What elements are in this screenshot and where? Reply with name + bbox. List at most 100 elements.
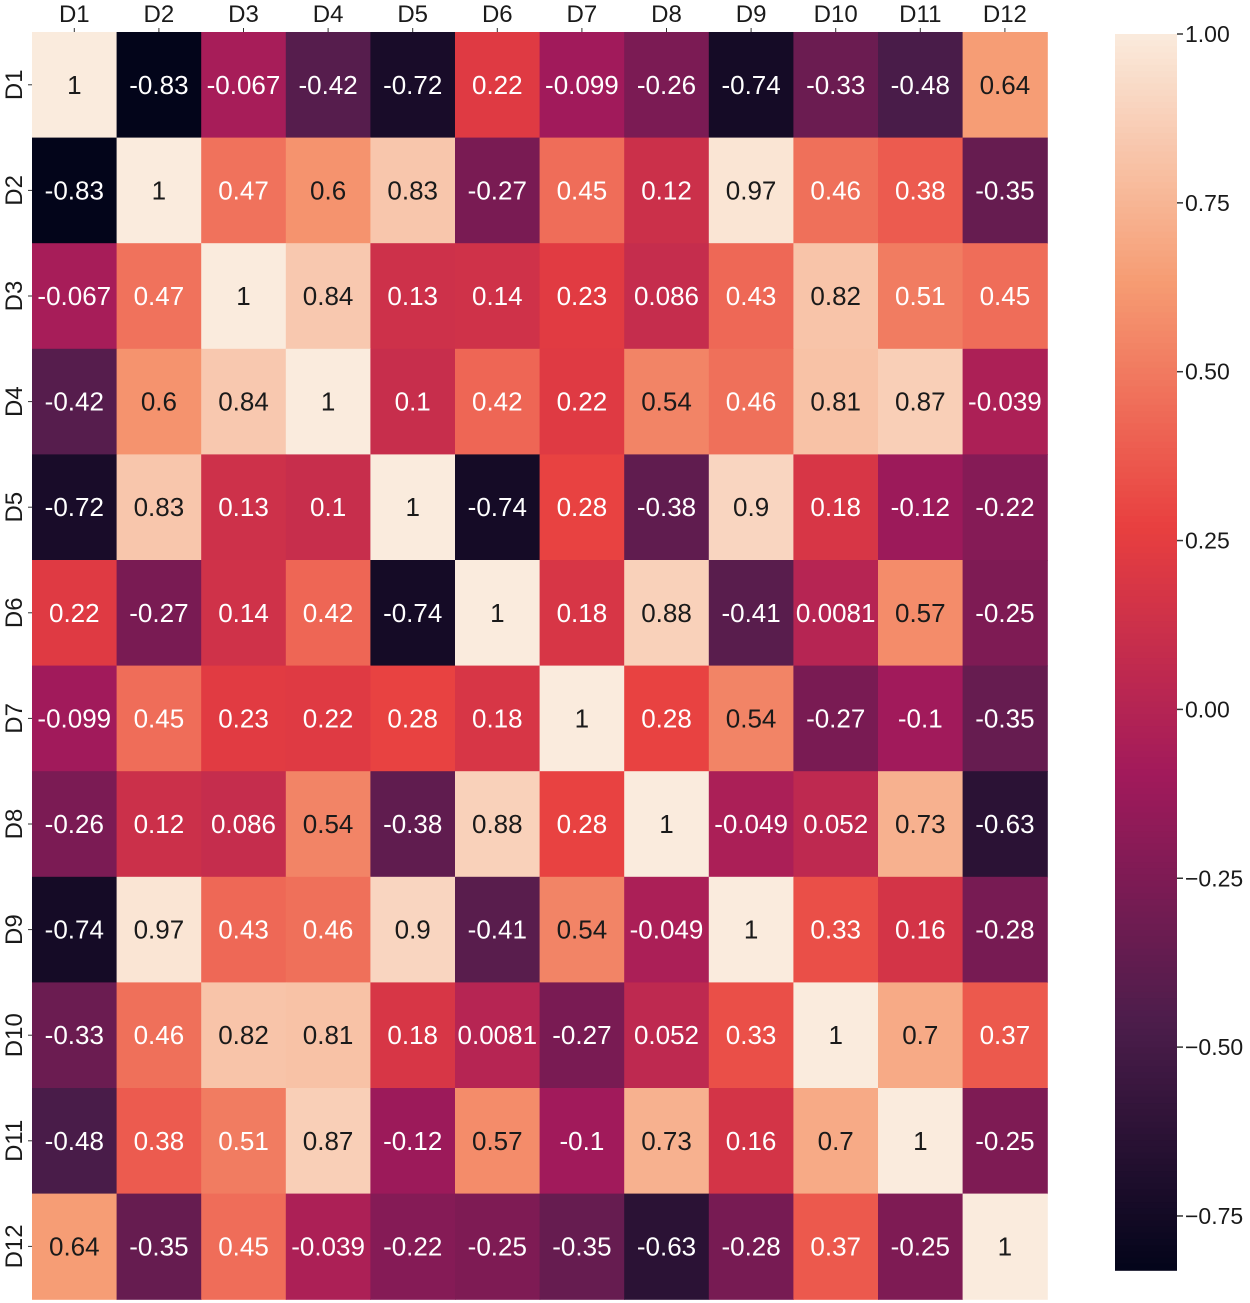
colorbar-segment <box>1115 52 1177 60</box>
heatmap-cell-D1-D1 <box>32 32 118 139</box>
cell-value-label: -0.83 <box>129 70 188 100</box>
y-tick-label: D4 <box>1 386 28 417</box>
colorbar-segment <box>1115 1171 1177 1179</box>
cell-value-label: 0.84 <box>218 387 269 417</box>
cell-value-label: 0.46 <box>810 175 861 205</box>
heatmap-cell-D2-D12 <box>962 137 1048 244</box>
cell-value-label: 0.42 <box>303 598 354 628</box>
colorbar-segment <box>1115 132 1177 140</box>
colorbar-segment <box>1115 806 1177 814</box>
cell-value-label: 0.23 <box>218 703 269 733</box>
heatmap-cell-D5-D11 <box>878 454 964 561</box>
heatmap-cell-D5-D4 <box>285 454 371 561</box>
colorbar-segment <box>1115 200 1177 208</box>
heatmap-cell-D9-D3 <box>201 876 287 983</box>
colorbar-segment <box>1115 169 1177 177</box>
colorbar-segment <box>1115 509 1177 517</box>
heatmap-cell-D11-D4 <box>285 1088 371 1195</box>
colorbar-segment <box>1115 256 1177 264</box>
colorbar-segment <box>1115 1010 1177 1018</box>
colorbar-segment <box>1115 1127 1177 1135</box>
cell-value-label: 0.33 <box>810 915 861 945</box>
heatmap-cell-D5-D10 <box>793 454 879 561</box>
colorbar-segment <box>1115 1202 1177 1209</box>
cell-value-label: -0.74 <box>383 598 442 628</box>
colorbar-tick-label: 1.00 <box>1185 21 1230 47</box>
colorbar-segment <box>1115 182 1177 190</box>
cell-value-label: 0.28 <box>557 809 608 839</box>
colorbar-segment <box>1115 973 1177 981</box>
cell-value-label: 0.22 <box>557 387 608 417</box>
heatmap-cell-D10-D4 <box>285 982 371 1089</box>
heatmap-cell-D2-D4 <box>285 137 371 244</box>
y-tick-label: D3 <box>1 281 28 312</box>
heatmap-cell-D9-D10 <box>793 876 879 983</box>
cell-value-label: -0.12 <box>891 492 950 522</box>
colorbar-segment <box>1115 367 1177 375</box>
heatmap-cell-D4-D1 <box>32 348 118 455</box>
cell-value-label: 0.12 <box>134 809 185 839</box>
cell-value-label: 0.51 <box>218 1126 269 1156</box>
colorbar-segment <box>1115 1096 1177 1104</box>
heatmap-cell-D5-D8 <box>624 454 710 561</box>
cell-value-label: 0.28 <box>641 703 692 733</box>
y-tick-label: D1 <box>1 69 28 100</box>
heatmap-cell-D3-D12 <box>962 243 1048 350</box>
heatmap-cell-D11-D11 <box>878 1088 964 1195</box>
colorbar-segment <box>1115 448 1177 456</box>
heatmap-cell-D10-D11 <box>878 982 964 1089</box>
colorbar-segment <box>1115 410 1177 418</box>
cell-value-label: -0.63 <box>637 1231 696 1261</box>
cell-value-label: 0.73 <box>641 1126 692 1156</box>
colorbar-segment <box>1115 905 1177 913</box>
heatmap-cell-D7-D3 <box>201 665 287 772</box>
cell-value-label: 0.086 <box>634 281 699 311</box>
cell-value-label: 0.16 <box>726 1126 777 1156</box>
heatmap-cell-D8-D6 <box>455 771 541 878</box>
cell-value-label: -0.35 <box>129 1231 188 1261</box>
cell-value-label: -0.25 <box>975 598 1034 628</box>
cell-value-label: 0.9 <box>733 492 769 522</box>
colorbar-segment <box>1115 40 1177 48</box>
heatmap-cell-labels: 1 -0.83 -0.067 -0.42 -0.72 0.22 -0.099 -0.26 -0.… <box>37 70 1041 1262</box>
heatmap-cell-D8-D7 <box>539 771 625 878</box>
colorbar-segment <box>1115 225 1177 233</box>
colorbar-segment <box>1115 46 1177 54</box>
heatmap-cell-D2-D6 <box>455 137 541 244</box>
cell-value-label: 1 <box>575 703 589 733</box>
colorbar-segment <box>1115 979 1177 987</box>
cell-value-label: -0.74 <box>468 492 527 522</box>
y-tick-label: D8 <box>1 809 28 840</box>
cell-value-label: 1 <box>236 281 250 311</box>
cell-value-label: -0.33 <box>45 1020 104 1050</box>
colorbar-segment <box>1115 868 1177 876</box>
colorbar-segment <box>1115 763 1177 771</box>
colorbar-segment <box>1115 1183 1177 1191</box>
heatmap-cell-D2-D11 <box>878 137 964 244</box>
x-tick-label: D4 <box>313 1 344 28</box>
colorbar-segment <box>1115 194 1177 202</box>
heatmap-cell-D11-D12 <box>962 1088 1048 1195</box>
colorbar-segment <box>1115 781 1177 789</box>
colorbar-segment <box>1115 1232 1177 1240</box>
cell-value-label: 0.0081 <box>796 598 876 628</box>
cell-value-label: 0.88 <box>641 598 692 628</box>
cell-value-label: -0.22 <box>975 492 1034 522</box>
colorbar-segment <box>1115 231 1177 239</box>
colorbar-segment <box>1115 472 1177 480</box>
cell-value-label: -0.25 <box>975 1126 1034 1156</box>
cell-value-label: 0.81 <box>810 387 861 417</box>
cell-value-label: 0.14 <box>218 598 269 628</box>
cell-value-label: 0.45 <box>557 175 608 205</box>
colorbar-segment <box>1115 305 1177 313</box>
heatmap-cell-D8-D5 <box>370 771 456 878</box>
cell-value-label: 0.97 <box>134 915 185 945</box>
heatmap-cell-D1-D2 <box>116 32 202 139</box>
colorbar-segment <box>1115 213 1177 221</box>
heatmap-cell-D10-D1 <box>32 982 118 1089</box>
heatmap-cell-D11-D9 <box>708 1088 794 1195</box>
cell-value-label: 0.7 <box>902 1020 938 1050</box>
cell-value-label: -0.067 <box>37 281 111 311</box>
colorbar-segment <box>1115 744 1177 752</box>
colorbar-tick-label: 0.25 <box>1185 528 1230 554</box>
